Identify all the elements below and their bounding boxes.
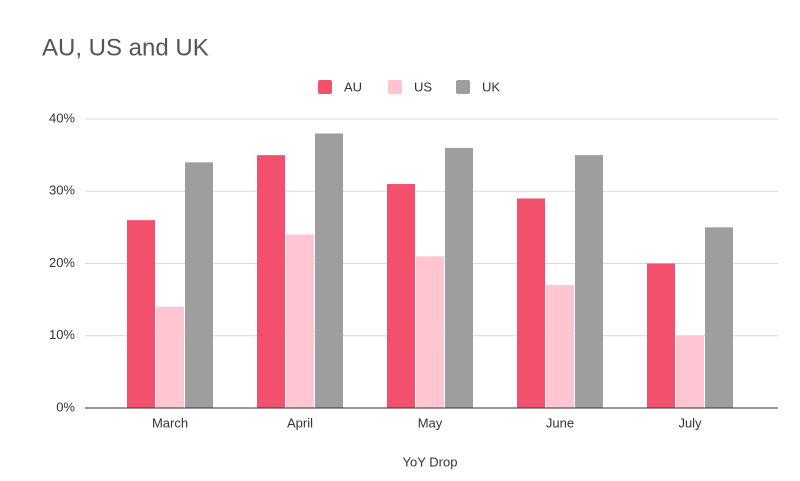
bar [647, 263, 675, 408]
bar [257, 155, 285, 408]
chart-title: AU, US and UK [42, 34, 209, 61]
legend-swatch [318, 80, 332, 94]
legend-swatch [388, 80, 402, 94]
x-tick-label: May [418, 415, 443, 430]
legend-label: AU [344, 79, 362, 94]
x-tick-label: June [546, 415, 574, 430]
bar [517, 198, 545, 408]
y-tick-label: 10% [49, 327, 75, 342]
x-tick-label: April [287, 415, 313, 430]
legend-label: US [414, 79, 432, 94]
x-axis-title: YoY Drop [403, 454, 458, 469]
bar [286, 234, 314, 408]
legend-label: UK [482, 79, 500, 94]
y-tick-label: 20% [49, 255, 75, 270]
bar [185, 162, 213, 408]
x-tick-label: July [678, 415, 702, 430]
y-tick-label: 30% [49, 183, 75, 198]
bar [705, 227, 733, 408]
bar [416, 256, 444, 408]
y-tick-label: 0% [56, 399, 75, 414]
bar [387, 184, 415, 408]
y-tick-label: 40% [49, 110, 75, 125]
bar [156, 306, 184, 408]
legend-swatch [456, 80, 470, 94]
bar [127, 220, 155, 408]
bar [315, 133, 343, 408]
bar [575, 155, 603, 408]
x-tick-label: March [152, 415, 188, 430]
bar [676, 335, 704, 408]
bar [546, 285, 574, 408]
bar [445, 147, 473, 408]
